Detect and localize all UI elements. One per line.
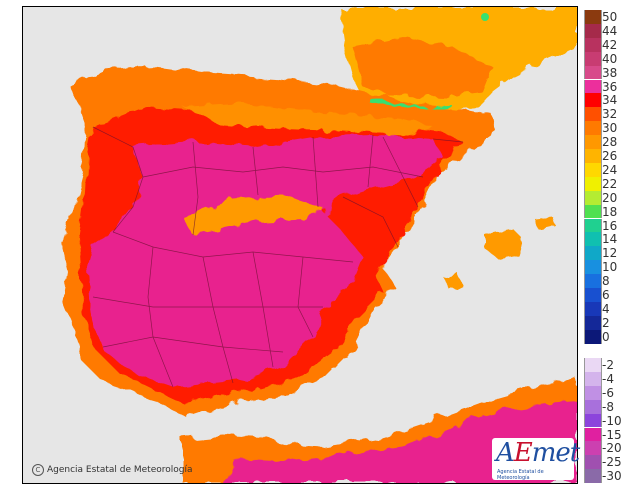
pyrenees-cool [367, 97, 454, 111]
legend-label: 18 [602, 204, 618, 219]
legend-label: 40 [602, 51, 618, 66]
legend-label: -10 [602, 413, 622, 428]
land-iberia-hottest [87, 135, 443, 387]
legend-label: 32 [602, 107, 618, 122]
legend-swatch [584, 79, 602, 94]
legend-swatch [584, 399, 602, 414]
legend-swatch [584, 413, 602, 428]
legend-swatch [584, 301, 602, 316]
legend-swatch [584, 37, 602, 52]
land-central-range [183, 195, 323, 235]
legend-label: -4 [602, 371, 614, 386]
legend-label: 24 [602, 162, 618, 177]
legend-swatch [584, 441, 602, 456]
legend-label: 12 [602, 246, 618, 261]
legend-label: 16 [602, 218, 618, 233]
legend-swatch [584, 149, 602, 163]
land-menorca [535, 217, 555, 229]
temperature-map [22, 6, 578, 484]
legend-swatch [584, 232, 602, 247]
legend-label: 42 [602, 37, 618, 52]
legend-label: 30 [602, 121, 618, 136]
land-africa-hot [223, 401, 577, 483]
legend-swatch [584, 274, 602, 288]
map-canvas [23, 7, 577, 483]
legend-label: -30 [602, 469, 622, 484]
copyright-icon: C [32, 464, 44, 476]
legend-label: 22 [602, 176, 618, 191]
legend-label: 6 [602, 288, 610, 302]
logo-wordmark: AEmet [496, 438, 580, 468]
legend-swatch [584, 10, 602, 24]
legend-label: 50 [602, 10, 618, 24]
legend-label: 8 [602, 274, 610, 289]
legend-swatch [584, 427, 602, 442]
legend-swatch [584, 107, 602, 122]
legend-swatch [584, 288, 602, 302]
legend-label: -15 [602, 427, 622, 442]
legend-swatch [584, 135, 602, 149]
legend-swatch [584, 218, 602, 233]
province-borders [92, 126, 464, 388]
legend-swatch [584, 93, 602, 108]
land-mallorca [485, 229, 523, 259]
legend-label: 20 [602, 190, 618, 205]
legend-swatch [584, 371, 602, 386]
temperature-legend: 50 44 42 40 38 36 34 32 30 28 26 24 22 20 18 16 14 12 10 8 6… [584, 10, 630, 490]
legend-label: 36 [602, 79, 618, 94]
legend-label: 14 [602, 232, 618, 247]
legend-label: 44 [602, 23, 618, 38]
legend-label: 2 [602, 315, 610, 330]
legend-swatch [584, 121, 602, 136]
legend-swatch [584, 23, 602, 38]
legend-swatch [584, 51, 602, 66]
legend-swatch [584, 246, 602, 261]
legend-label: 34 [602, 93, 618, 108]
legend-swatch [584, 162, 602, 177]
legend-swatch [584, 358, 602, 372]
legend-label: 4 [602, 301, 610, 316]
legend-swatch [584, 260, 602, 275]
land-north-orange [183, 103, 433, 135]
legend-label: 0 [602, 329, 610, 344]
land-ibiza [443, 273, 463, 291]
legend-swatch [584, 204, 602, 219]
legend-swatch [584, 190, 602, 205]
legend-swatch [584, 455, 602, 470]
legend-label: 38 [602, 65, 618, 80]
legend-swatch [584, 385, 602, 400]
legend-label: -6 [602, 385, 614, 400]
legend-swatch [584, 329, 602, 344]
legend-label: -25 [602, 455, 622, 470]
copyright-notice: C Agencia Estatal de Meteorología [32, 464, 193, 476]
logo-subtitle: Agencia Estatal de Meteorología [497, 469, 544, 481]
legend-label: -20 [602, 441, 622, 456]
legend-swatch [584, 176, 602, 191]
copyright-text: Agencia Estatal de Meteorología [47, 465, 193, 475]
legend-label: 10 [602, 260, 618, 275]
legend-swatch [584, 65, 602, 80]
land-france-warm [353, 37, 493, 97]
legend-swatch [584, 315, 602, 330]
legend-label: -2 [602, 358, 614, 372]
legend-label: -8 [602, 399, 614, 414]
aemet-logo: AEmet Agencia Estatal de Meteorología [492, 438, 580, 481]
legend-label: 28 [602, 135, 618, 150]
legend-label: 26 [602, 149, 618, 163]
legend-swatch [584, 469, 602, 484]
